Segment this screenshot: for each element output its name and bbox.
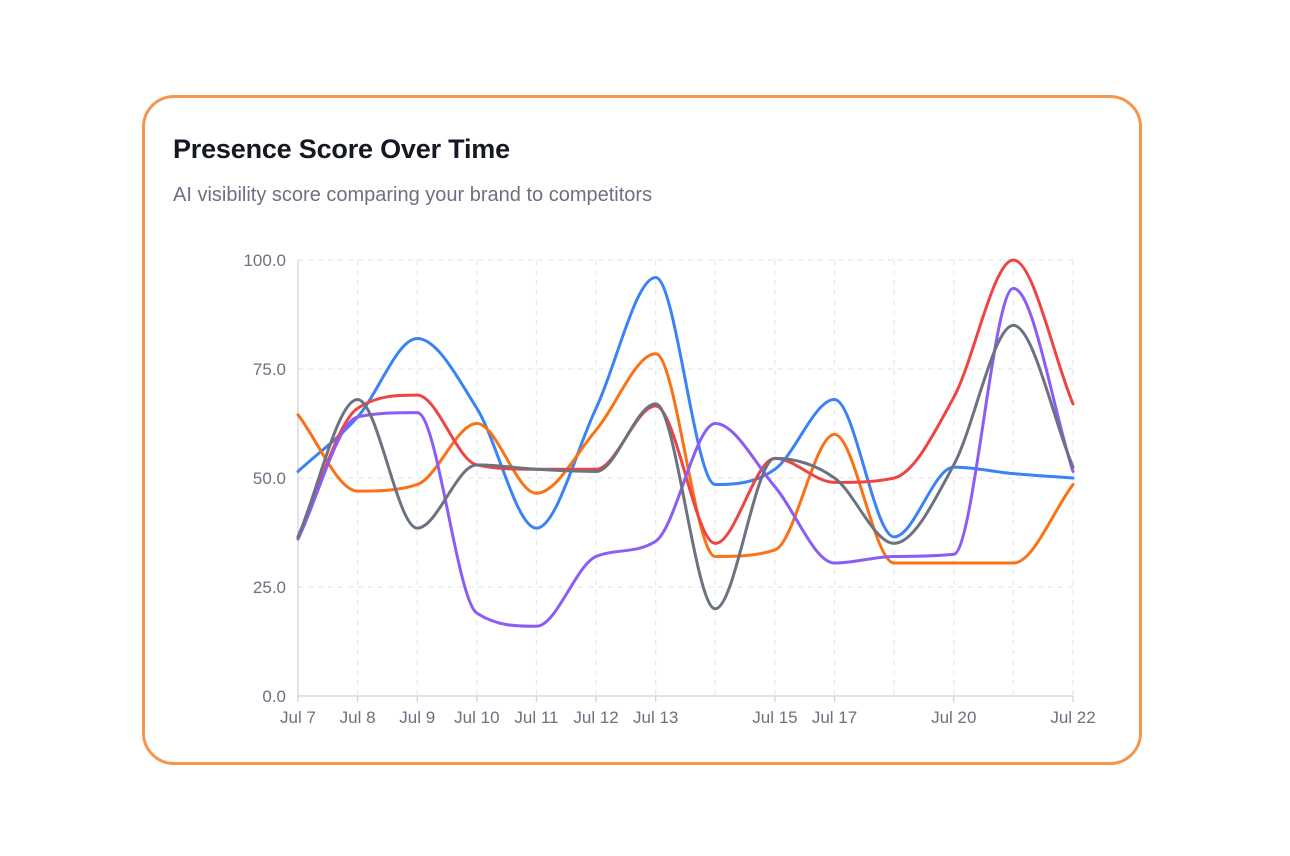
chart-axes: 0.0 25.0 50.0 75.0 100.0 Jul 7 Jul 8 Jul 9 Jul 1… [243,251,1095,727]
series-line-4 [296,286,1075,628]
chart-subtitle: AI visibility score comparing your brand… [173,184,653,206]
x-tick-label: Jul 10 [454,708,499,727]
y-tick-label: 25.0 [253,578,286,597]
chart-card: Presence Score Over Time AI visibility s… [142,95,1142,765]
series-line-5 [296,323,1075,611]
x-tick-label: Jul 7 [280,708,316,727]
x-tick-label: Jul 15 [752,708,797,727]
chart-title: Presence Score Over Time [173,134,510,164]
y-tick-label: 0.0 [262,687,286,706]
line-chart: 0.0 25.0 50.0 75.0 100.0 Jul 7 Jul 8 Jul 9 Jul 1… [243,251,1095,727]
x-tick-label: Jul 8 [340,708,376,727]
x-tick-label: Jul 17 [812,708,857,727]
y-tick-label: 50.0 [253,469,286,488]
series-line-1 [296,275,1075,539]
chart-series [296,258,1075,628]
x-tick-label: Jul 22 [1050,708,1095,727]
y-tick-label: 100.0 [243,251,286,270]
x-tick-label: Jul 11 [514,708,558,727]
x-tick-label: Jul 12 [573,708,618,727]
x-tick-label: Jul 9 [399,708,435,727]
x-tick-label: Jul 20 [931,708,976,727]
x-tick-label: Jul 13 [633,708,678,727]
y-tick-label: 75.0 [253,360,286,379]
series-line-3 [296,258,1075,545]
